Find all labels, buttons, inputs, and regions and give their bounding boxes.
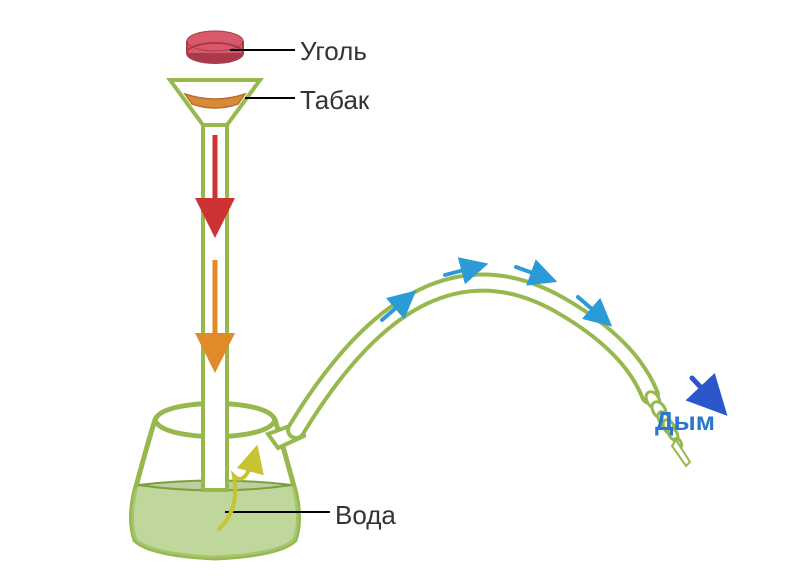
label-smoke: Дым [655,406,715,437]
label-coal: Уголь [300,36,367,67]
label-tobacco: Табак [300,85,369,116]
label-water: Вода [335,500,396,531]
hookah-diagram [0,0,800,582]
diagram-container: Уголь Табак Вода Дым [0,0,800,582]
